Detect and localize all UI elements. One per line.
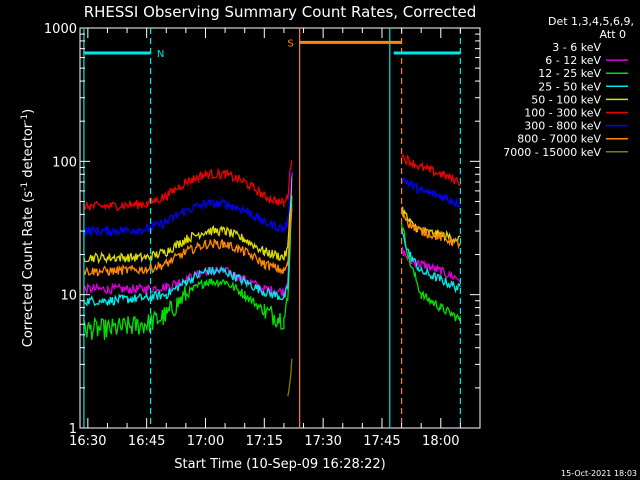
legend-label-7: 800 - 7000 keV: [517, 133, 601, 146]
y-axis-label-sup1: -1: [20, 182, 30, 191]
series-7-trace-0: [83, 208, 293, 277]
series-3: [83, 195, 461, 307]
x-tick-label-2: 17:00: [187, 434, 224, 449]
x-axis-label: Start Time (10-Sep-09 16:28:22): [174, 457, 385, 472]
annotation-layer: NS: [83, 28, 461, 428]
y-axis-label: Corrected Count Rate (s-1 detector-1): [20, 109, 36, 347]
series-4-trace-1: [400, 206, 461, 244]
series-5: [83, 154, 461, 212]
legend-title-2: Att 0: [600, 28, 626, 41]
y-axis-label-mid: detector: [21, 122, 36, 182]
x-tick-label-0: 16:30: [69, 434, 106, 449]
series-2: [83, 204, 462, 340]
series-3-trace-1: [400, 227, 461, 294]
legend-label-8: 7000 - 15000 keV: [503, 146, 601, 159]
legend-label-3: 25 - 50 keV: [538, 80, 601, 93]
y-axis: 1 10 100 1000: [44, 22, 480, 437]
series-8-trace-0: [287, 358, 293, 397]
series-5-trace-1: [400, 154, 461, 187]
series-1-trace-1: [400, 246, 461, 283]
x-tick-label-5: 17:45: [363, 434, 400, 449]
series-2-trace-0: [83, 204, 293, 340]
y-axis-label-sup2: -1: [20, 114, 30, 123]
series-8: [287, 358, 293, 397]
series-4: [83, 172, 461, 265]
legend-label-0: 3 - 6 keV: [552, 41, 601, 54]
timestamp: 15-Oct-2021 18:03: [561, 469, 637, 478]
series-6-trace-0: [83, 170, 293, 238]
legend-label-4: 50 - 100 keV: [531, 93, 601, 106]
x-axis: 16:30 16:45 17:00 17:15 17:30 17:45 18:00: [69, 28, 481, 449]
x-tick-label-6: 18:00: [422, 434, 459, 449]
series-0-trace-0: [83, 192, 293, 315]
chart-title: RHESSI Observing Summary Count Rates, Co…: [84, 3, 477, 21]
plot-area: [83, 154, 462, 397]
series-7: [83, 207, 461, 277]
x-tick-label-4: 17:30: [304, 434, 341, 449]
series-6: [83, 170, 461, 238]
legend-label-5: 100 - 300 keV: [524, 107, 601, 120]
y-tick-label-3: 1000: [44, 22, 77, 37]
series-7-trace-1: [400, 207, 461, 250]
series-4-trace-0: [83, 172, 293, 265]
y-tick-label-1: 10: [60, 289, 77, 304]
series-3-trace-0: [83, 195, 293, 307]
y-tick-label-2: 100: [52, 155, 77, 170]
legend-label-6: 300 - 800 keV: [524, 120, 601, 133]
annotation-label-0: N: [157, 49, 164, 60]
y-axis-label-main: Corrected Count Rate (s: [21, 191, 36, 348]
legend-label-2: 12 - 25 keV: [538, 67, 601, 80]
legend-title-1: Det 1,3,4,5,6,9,: [548, 15, 634, 28]
x-tick-label-1: 16:45: [128, 434, 165, 449]
y-tick-label-0: 1: [69, 422, 77, 437]
annotation-label-2: S: [287, 38, 293, 49]
plot-frame: [79, 27, 481, 429]
legend-label-1: 6 - 12 keV: [545, 54, 601, 67]
x-tick-label-3: 17:15: [246, 434, 283, 449]
y-axis-label-end: ): [21, 109, 36, 114]
series-6-trace-1: [400, 176, 461, 208]
series-2-trace-1: [400, 223, 462, 322]
series-5-trace-0: [83, 160, 293, 212]
